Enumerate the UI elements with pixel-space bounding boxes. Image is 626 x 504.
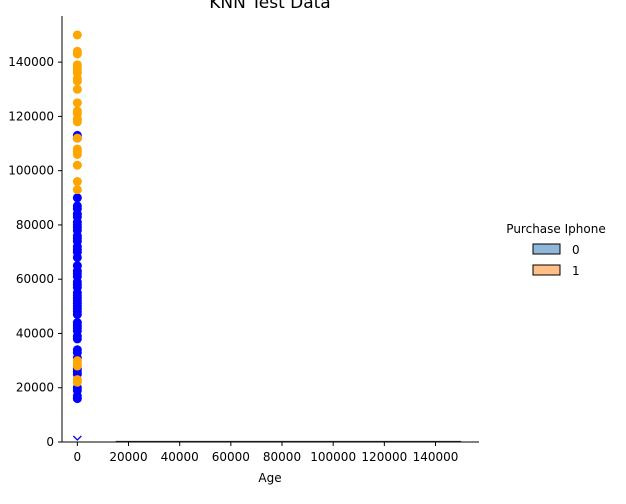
data-point-1 bbox=[72, 377, 82, 387]
x-tick-label: 140000 bbox=[413, 450, 459, 464]
legend-title: Purchase Iphone bbox=[506, 222, 605, 236]
y-tick-label: 0 bbox=[46, 435, 54, 449]
data-point-1 bbox=[72, 177, 82, 187]
data-point-1 bbox=[72, 160, 82, 170]
data-point-1 bbox=[72, 49, 82, 59]
x-tick-label: 120000 bbox=[361, 450, 407, 464]
legend: Purchase Iphone 0 1 bbox=[506, 222, 605, 278]
x-tick-label: 40000 bbox=[161, 450, 199, 464]
legend-swatch-0 bbox=[532, 243, 561, 255]
data-point-1 bbox=[72, 117, 82, 127]
x-axis-title: Age bbox=[258, 471, 281, 485]
data-point-0 bbox=[72, 309, 82, 319]
data-point-1 bbox=[72, 149, 82, 159]
data-point-1 bbox=[72, 98, 82, 108]
x-tick-label: 20000 bbox=[109, 450, 147, 464]
data-point-1 bbox=[72, 30, 82, 40]
points-layer bbox=[72, 30, 462, 443]
x-axis-ticks: 0 20000 40000 60000 80000 100000 120000 140000 bbox=[74, 442, 459, 464]
x-tick-label: 80000 bbox=[263, 450, 301, 464]
y-tick-label: 80000 bbox=[16, 218, 54, 232]
y-tick-label: 100000 bbox=[8, 164, 54, 178]
data-point-0 bbox=[72, 193, 82, 203]
data-point-1 bbox=[72, 185, 82, 195]
data-point-0 bbox=[72, 334, 82, 344]
x-tick-label: 100000 bbox=[310, 450, 356, 464]
data-point-1 bbox=[72, 133, 82, 143]
y-axis-ticks: 0 20000 40000 60000 80000 100000 120000 140000 bbox=[8, 55, 62, 449]
y-tick-label: 40000 bbox=[16, 326, 54, 340]
x-tick-label: 60000 bbox=[212, 450, 250, 464]
x-tick-label: 0 bbox=[74, 450, 82, 464]
data-point-1 bbox=[72, 84, 82, 94]
data-point-0 bbox=[72, 394, 82, 404]
legend-label-1: 1 bbox=[572, 264, 580, 278]
y-tick-label: 20000 bbox=[16, 381, 54, 395]
legend-swatch-1 bbox=[532, 264, 561, 276]
y-tick-label: 60000 bbox=[16, 272, 54, 286]
y-tick-label: 140000 bbox=[8, 55, 54, 69]
x-marker-point bbox=[72, 435, 82, 441]
legend-label-0: 0 bbox=[572, 243, 580, 257]
y-tick-label: 120000 bbox=[8, 109, 54, 123]
data-point-0 bbox=[72, 252, 82, 262]
data-point-1 bbox=[72, 361, 82, 371]
data-point-1 bbox=[72, 76, 82, 86]
chart-title: KNN Test Data bbox=[209, 0, 330, 13]
